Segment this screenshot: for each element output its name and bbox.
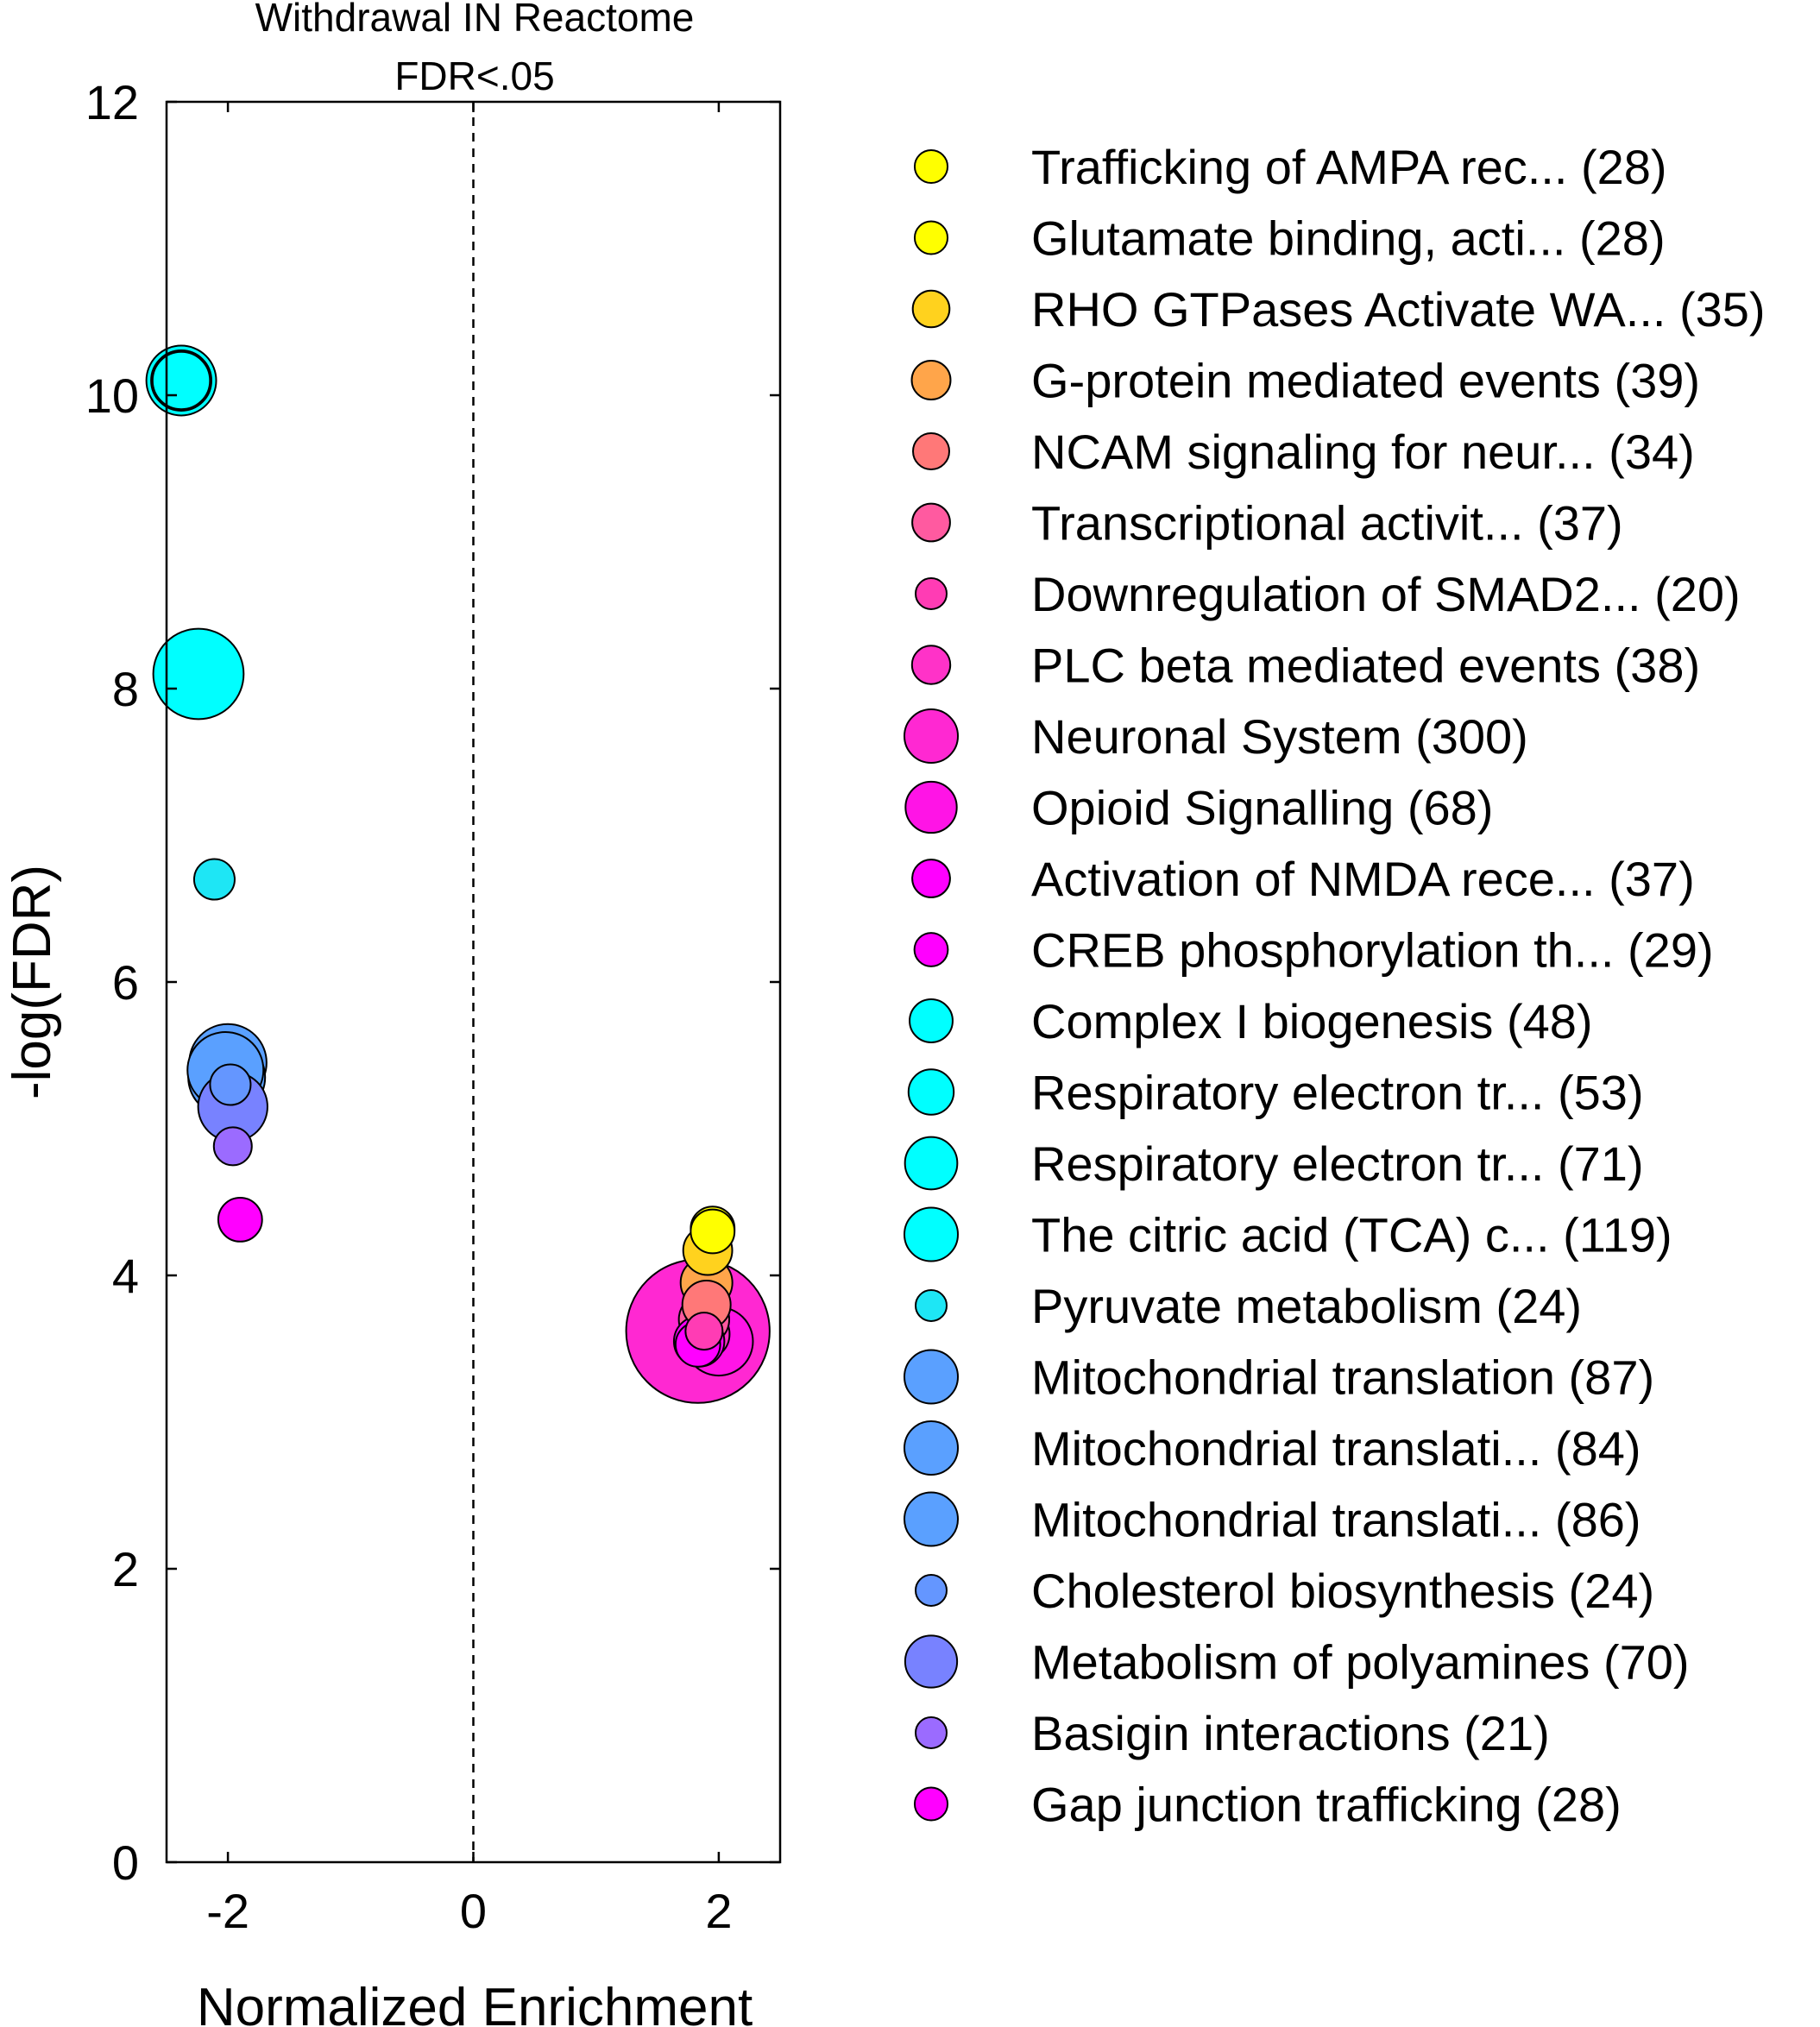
legend-label: Mitochondrial translati... (84) [1031, 1421, 1641, 1476]
data-point [209, 1063, 252, 1106]
data-point [684, 1312, 724, 1351]
legend-marker [915, 1574, 948, 1607]
legend-marker [910, 645, 952, 685]
legend-marker [915, 1716, 948, 1749]
legend-marker [915, 577, 948, 610]
legend-marker [909, 998, 954, 1043]
legend-label: Respiratory electron tr... (53) [1031, 1066, 1644, 1120]
y-axis-label: -log(FDR) [3, 865, 62, 1099]
legend-label: Downregulation of SMAD2... (20) [1031, 567, 1741, 621]
legend-label: The citric acid (TCA) c... (119) [1031, 1208, 1672, 1262]
plot-area: -2 0 2 0 2 4 6 8 10 12 [85, 75, 782, 1938]
chart-title: Withdrawal IN Reactome [255, 0, 695, 40]
legend-marker [915, 1289, 948, 1322]
data-point [151, 350, 211, 411]
legend-label: Basigin interactions (21) [1031, 1706, 1550, 1760]
tick-layer: -2 0 2 0 2 4 6 8 10 12 [85, 75, 780, 1938]
legend-marker [913, 932, 949, 967]
legend-marker [904, 1136, 959, 1191]
data-point [152, 627, 245, 721]
legend-label: NCAM signaling for neur... (34) [1031, 425, 1695, 479]
legend-label: Neuronal System (300) [1031, 709, 1528, 764]
x-axis-label: Normalized Enrichment [197, 1978, 753, 2027]
legend-marker [911, 289, 951, 329]
legend-label: G-protein mediated events (39) [1031, 354, 1700, 408]
legend-marker [907, 1068, 955, 1116]
x-tick-label: 2 [705, 1884, 732, 1938]
legend-label: Transcriptional activit... (37) [1031, 496, 1623, 551]
legend-label: Trafficking of AMPA rec... (28) [1031, 140, 1667, 194]
y-tick-label: 10 [85, 368, 139, 423]
legend-marker [913, 148, 949, 185]
legend-label: RHO GTPases Activate WA... (35) [1031, 282, 1766, 337]
y-tick-label: 6 [112, 955, 139, 1010]
legend-marker [904, 1420, 959, 1476]
legend: Trafficking of AMPA rec... (28) Glutamate… [904, 140, 1766, 1832]
legend-label: Gap junction trafficking (28) [1031, 1778, 1622, 1832]
legend-marker [904, 1491, 959, 1547]
data-point [192, 858, 236, 901]
legend-marker [912, 432, 950, 470]
legend-label: CREB phosphorylation th... (29) [1031, 923, 1714, 978]
legend-label: Cholesterol biosynthesis (24) [1031, 1564, 1654, 1618]
legend-label: Metabolism of polyamines (70) [1031, 1635, 1690, 1690]
chart-subtitle: FDR<.05 [394, 54, 554, 98]
legend-marker [913, 1786, 949, 1822]
data-point [212, 1126, 253, 1167]
legend-label: Activation of NMDA rece... (37) [1031, 852, 1695, 906]
legend-label: PLC beta mediated events (38) [1031, 639, 1700, 693]
legend-marker [904, 1634, 959, 1689]
y-tick-label: 12 [85, 75, 139, 129]
legend-label: Pyruvate metabolism (24) [1031, 1279, 1582, 1333]
bubble-layer [145, 344, 771, 1404]
data-point [690, 1208, 736, 1255]
x-tick-label: 0 [460, 1884, 487, 1938]
y-tick-label: 4 [112, 1249, 139, 1303]
legend-marker [904, 1206, 959, 1262]
legend-marker [904, 1349, 959, 1405]
legend-marker [904, 780, 958, 834]
y-tick-label: 2 [112, 1542, 139, 1596]
legend-label: Glutamate binding, acti... (28) [1031, 211, 1666, 266]
legend-marker [910, 360, 952, 400]
data-point [217, 1197, 263, 1243]
y-tick-label: 0 [112, 1835, 139, 1890]
y-tick-label: 8 [112, 662, 139, 716]
legend-marker [904, 708, 959, 764]
legend-label: Mitochondrial translation (87) [1031, 1350, 1654, 1405]
legend-label: Complex I biogenesis (48) [1031, 994, 1593, 1048]
legend-marker [911, 502, 951, 543]
legend-label: Opioid Signalling (68) [1031, 781, 1493, 835]
legend-marker [911, 859, 951, 898]
legend-label: Mitochondrial translati... (86) [1031, 1493, 1641, 1547]
x-tick-label: -2 [206, 1884, 249, 1938]
legend-marker [913, 220, 949, 255]
legend-label: Respiratory electron tr... (71) [1031, 1136, 1644, 1191]
